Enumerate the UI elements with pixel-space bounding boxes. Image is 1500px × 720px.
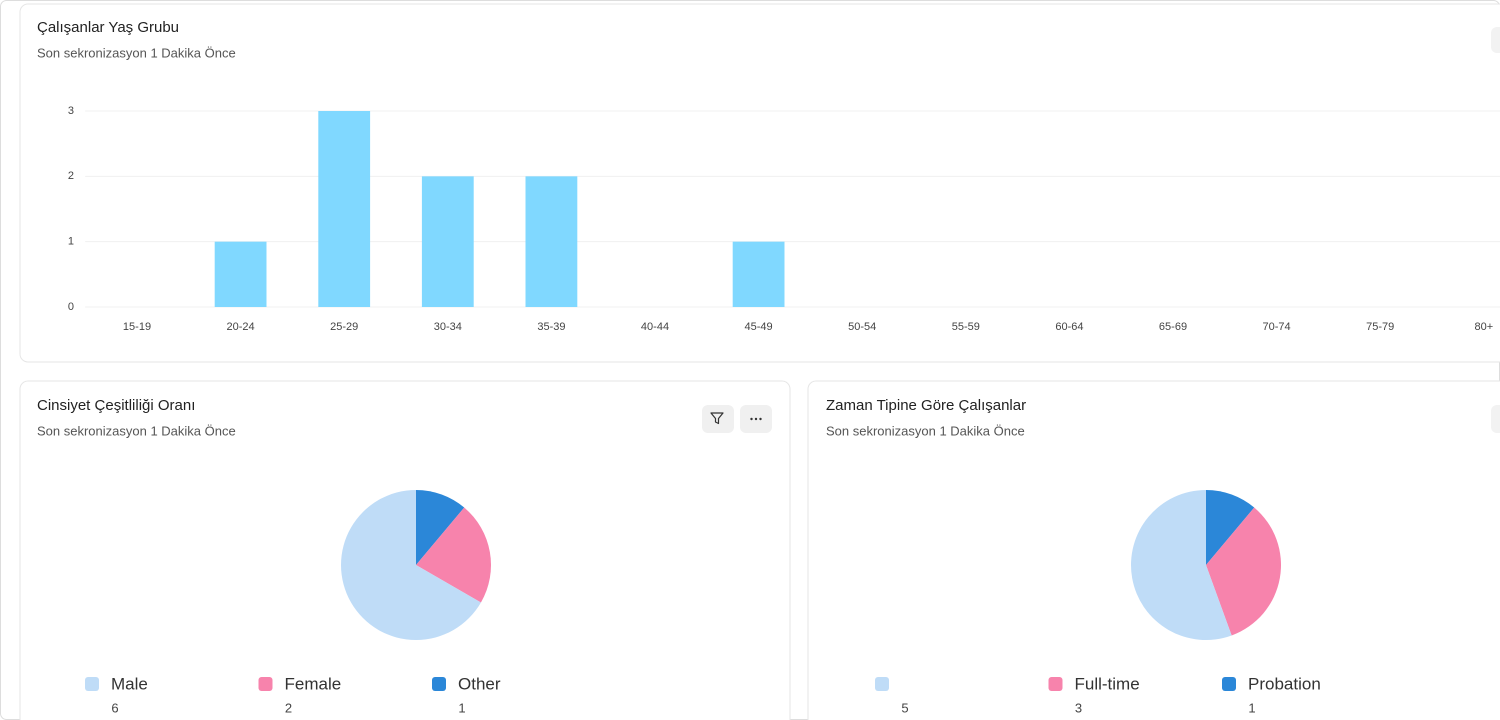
bar — [525, 176, 578, 307]
pie-slice — [341, 490, 481, 640]
legend-value: 3 — [1075, 700, 1082, 715]
x-tick-label: 30-34 — [434, 321, 462, 333]
x-tick-label: 25-29 — [330, 321, 358, 333]
x-tick-label: 35-39 — [537, 321, 565, 333]
legend-swatch — [432, 677, 446, 691]
legend-value: 2 — [285, 700, 292, 715]
filter-button[interactable] — [702, 405, 734, 433]
legend-swatch — [85, 677, 99, 691]
pie-slice — [1206, 490, 1255, 565]
x-tick-label: 50-54 — [848, 321, 876, 333]
legend-value: 1 — [1248, 700, 1255, 715]
legend-label: Other — [458, 674, 501, 693]
card — [19, 3, 1500, 363]
legend-value: 6 — [111, 700, 118, 715]
x-tick-label: 75-79 — [1366, 321, 1394, 333]
card-title: Cinsiyet Çeşitliliği Oranı — [37, 397, 195, 414]
legend-label: Male — [111, 674, 148, 693]
legend-value: 1 — [458, 700, 465, 715]
x-tick-label: 40-44 — [641, 321, 669, 333]
legend-label: Probation — [1248, 674, 1321, 693]
y-tick-label: 0 — [68, 301, 74, 313]
filter-icon — [710, 412, 724, 425]
x-tick-label: 70-74 — [1263, 321, 1291, 333]
legend-swatch — [1222, 677, 1236, 691]
x-tick-label: 15-19 — [123, 321, 151, 333]
bar — [214, 241, 267, 307]
card-subtitle: Son sekronizasyon 1 Dakika Önce — [826, 423, 1025, 438]
y-tick-label: 2 — [68, 170, 74, 182]
bar — [318, 111, 371, 307]
card-subtitle: Son sekronizasyon 1 Dakika Önce — [37, 423, 236, 438]
legend-value: 5 — [901, 700, 908, 715]
dot — [754, 417, 758, 421]
legend-label: Full-time — [1075, 674, 1140, 693]
y-tick-label: 3 — [68, 105, 74, 117]
menu-button[interactable] — [1491, 27, 1500, 53]
pie-slice — [1206, 507, 1281, 636]
more-button[interactable] — [740, 405, 772, 433]
x-tick-label: 65-69 — [1159, 321, 1187, 333]
pie-slice — [416, 490, 465, 565]
dot — [750, 417, 753, 421]
x-tick-label: 60-64 — [1055, 321, 1083, 333]
x-tick-label: 80+ — [1474, 321, 1493, 333]
legend-swatch — [875, 677, 889, 691]
card-title: Çalışanlar Yaş Grubu — [37, 19, 179, 36]
pie-slice — [416, 507, 491, 603]
legend-swatch — [1048, 677, 1063, 691]
legend-swatch — [258, 677, 273, 691]
x-tick-label: 20-24 — [227, 321, 255, 333]
pie-slice — [1131, 490, 1232, 640]
x-tick-label: 55-59 — [952, 321, 980, 333]
x-tick-label: 45-49 — [745, 321, 773, 333]
bar — [732, 241, 785, 307]
bar — [421, 176, 474, 307]
dot — [759, 417, 762, 421]
menu-button[interactable] — [1491, 405, 1500, 433]
legend-label: Female — [285, 674, 342, 693]
card-subtitle: Son sekronizasyon 1 Dakika Önce — [37, 45, 236, 60]
card-title: Zaman Tipine Göre Çalışanlar — [826, 397, 1026, 414]
y-tick-label: 1 — [68, 236, 74, 248]
